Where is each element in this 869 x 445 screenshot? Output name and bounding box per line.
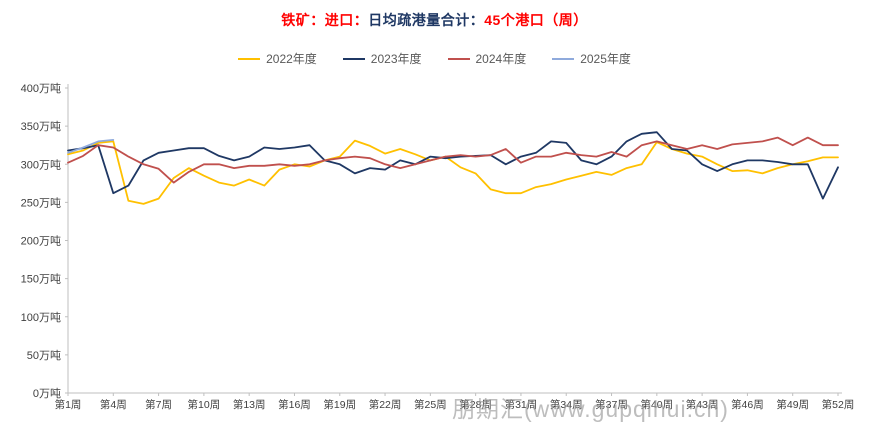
legend-line-swatch xyxy=(552,57,575,60)
legend-label: 2023年度 xyxy=(370,52,422,66)
legend-label: 2025年度 xyxy=(580,52,631,66)
y-tick-label: 50万吨 xyxy=(27,349,61,362)
y-tick-label: 200万吨 xyxy=(21,235,61,248)
x-tick-label: 第52周 xyxy=(822,398,855,411)
x-tick-label: 第22周 xyxy=(369,398,402,411)
series-line-2024年度 xyxy=(67,136,839,184)
y-tick-label: 150万吨 xyxy=(21,273,61,286)
x-tick-label: 第4周 xyxy=(100,398,127,411)
x-tick-label: 第1周 xyxy=(55,398,82,411)
x-tick-label: 第10周 xyxy=(188,398,221,411)
x-tick-label: 第28周 xyxy=(459,398,492,411)
chart-legend: 2022年度 2023年度 2024年度 2025年度 xyxy=(0,50,869,67)
series-line-2023年度 xyxy=(67,131,839,200)
x-tick-label: 第31周 xyxy=(505,398,538,411)
x-tick-label: 第19周 xyxy=(323,398,356,411)
x-tick-label: 第43周 xyxy=(686,398,719,411)
y-tick-label: 300万吨 xyxy=(21,158,61,171)
x-tick-label: 第46周 xyxy=(731,398,764,411)
chart-title: 铁矿：进口：日均疏港量合计：45个港口（周） xyxy=(0,10,869,30)
y-tick-label: 0万吨 xyxy=(33,387,61,400)
x-tick-label: 第7周 xyxy=(145,398,172,411)
series-line-2022年度 xyxy=(67,139,839,205)
y-tick-label: 400万吨 xyxy=(21,82,61,95)
chart-title-part1: 铁矿：进口： xyxy=(281,12,369,28)
y-tick-label: 250万吨 xyxy=(21,196,61,209)
chart-title-part3: 45个港口（周） xyxy=(484,12,588,28)
legend-label: 2022年度 xyxy=(266,52,317,66)
legend-item-2023: 2023年度 xyxy=(342,50,422,67)
x-tick-label: 第34周 xyxy=(550,398,583,411)
legend-label: 2024年度 xyxy=(475,52,527,66)
legend-line-swatch xyxy=(447,57,470,60)
y-tick-label: 100万吨 xyxy=(21,311,61,324)
legend-item-2022: 2022年度 xyxy=(238,50,317,67)
x-tick-label: 第25周 xyxy=(414,398,447,411)
legend-item-2025: 2025年度 xyxy=(552,50,631,67)
chart-title-part2: 日均疏港量合计： xyxy=(368,12,485,28)
x-tick-label: 第37周 xyxy=(595,398,628,411)
x-tick-label: 第49周 xyxy=(776,398,809,411)
x-tick-label: 第13周 xyxy=(233,398,266,411)
x-tick-label: 第16周 xyxy=(278,398,311,411)
legend-line-swatch xyxy=(342,57,365,60)
series-line-2025年度 xyxy=(67,138,115,154)
x-tick-label: 第40周 xyxy=(640,398,673,411)
legend-line-swatch xyxy=(238,57,261,60)
legend-item-2024: 2024年度 xyxy=(447,50,527,67)
y-tick-label: 350万吨 xyxy=(21,120,61,133)
